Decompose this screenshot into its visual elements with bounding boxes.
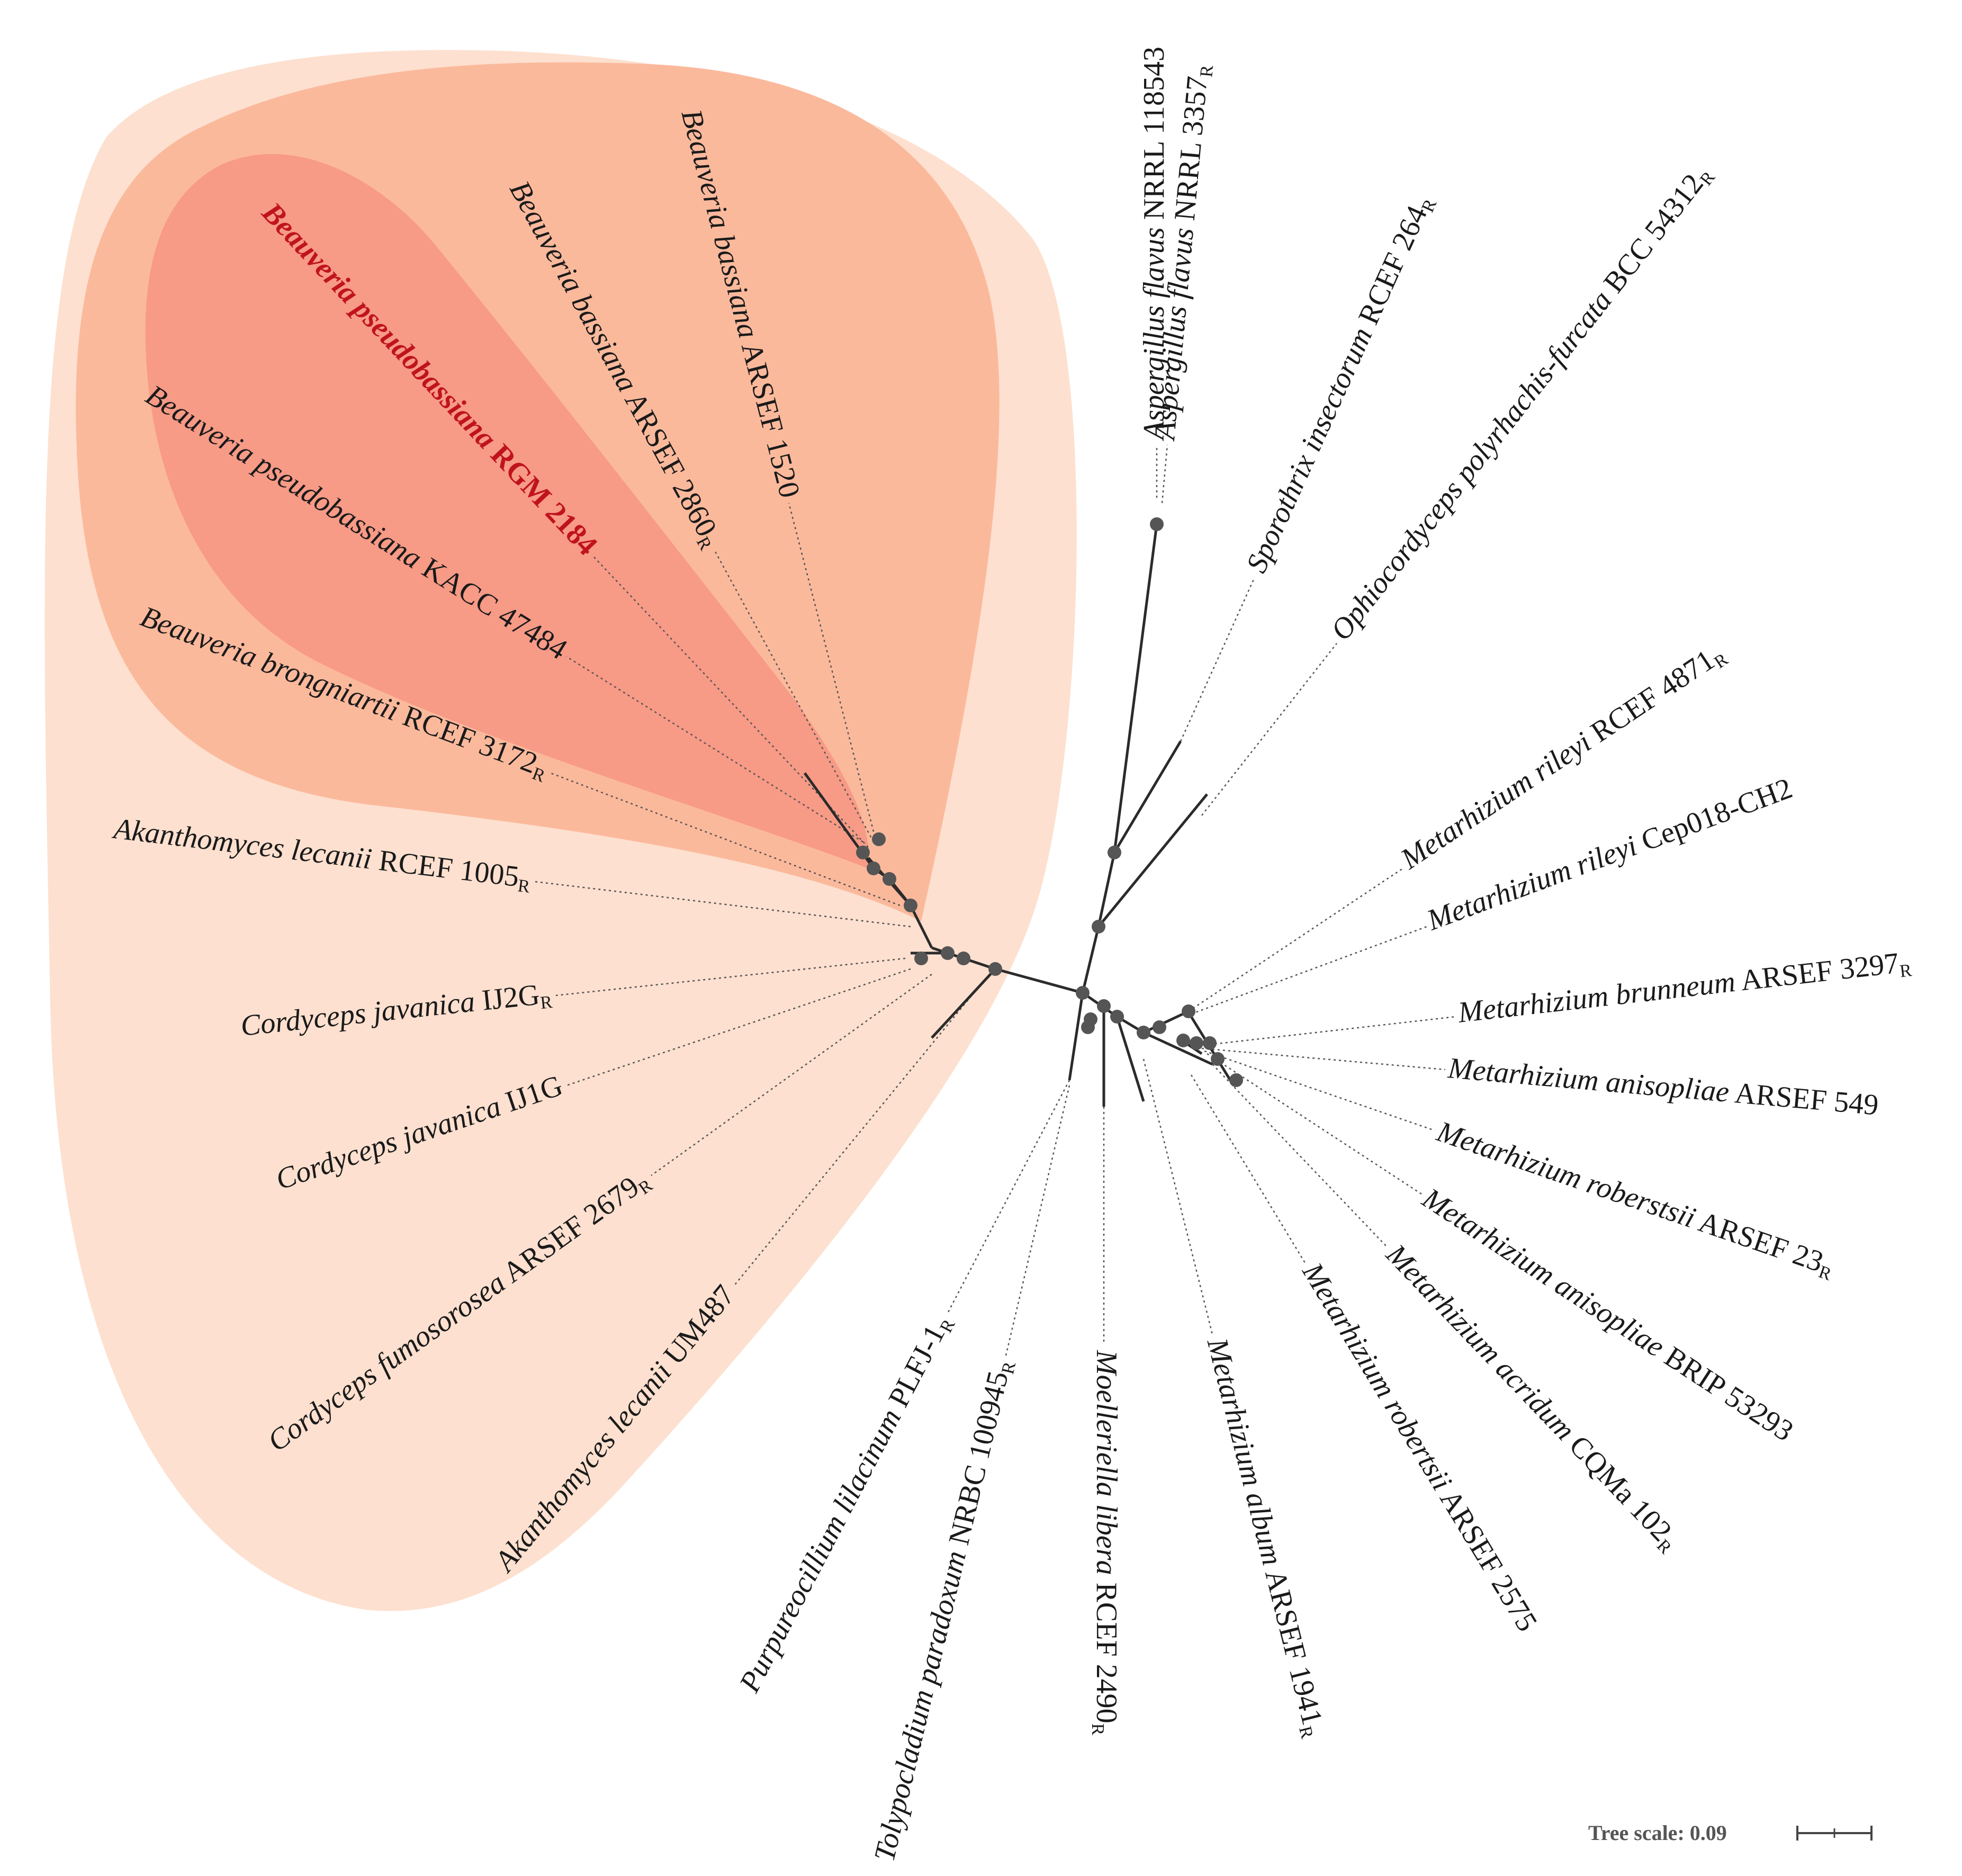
branch-9	[1097, 793, 1208, 928]
leaf-label-mal-1941: Metarhizium album ARSEF 1941R	[1199, 1334, 1332, 1740]
tree-node-19	[914, 952, 928, 965]
tree-node-21	[883, 872, 896, 886]
tree-node-0	[1150, 517, 1164, 531]
branch-20	[931, 968, 996, 1039]
tree-node-15	[1182, 1004, 1195, 1018]
leaf-label-mro-2575: Metarhizium robertsii ARSEF 2575	[1295, 1256, 1544, 1637]
tree-node-7	[1137, 1026, 1150, 1039]
tree-node-16	[988, 962, 1002, 976]
branch-10	[1068, 992, 1084, 1081]
leader-bps-rgm	[592, 555, 869, 848]
tree-node-10	[1190, 1036, 1203, 1050]
tree-node-13	[1229, 1073, 1243, 1087]
leader-mro-23	[1204, 1050, 1435, 1132]
tree-scale: Tree scale: 0.09	[1588, 1821, 1873, 1845]
leader-mal-1941	[1142, 1058, 1213, 1335]
leaf-label-asp-118543: Aspergillus flavus NRRL 118543	[1138, 47, 1171, 442]
branch-12	[1115, 1016, 1145, 1102]
leader-man-549	[1201, 1047, 1446, 1071]
clade-inner-shape	[145, 154, 869, 869]
tree-node-11	[1203, 1036, 1217, 1050]
tree-node-1	[1108, 846, 1121, 859]
leader-bba-2860	[714, 550, 875, 842]
leader-asp-3357	[1161, 444, 1168, 504]
tree-node-4	[1097, 999, 1111, 1013]
leader-mro-2575	[1190, 1074, 1306, 1263]
branch-4	[1142, 1031, 1213, 1066]
leader-cja-ij2g	[555, 957, 906, 997]
tree-node-20	[904, 899, 917, 912]
leader-tol-100945	[1005, 1085, 1070, 1356]
tree-node-2	[1092, 920, 1105, 933]
leader-man-brip	[1207, 1053, 1422, 1195]
leader-mri-cep	[1191, 926, 1427, 1015]
tree-node-3	[1076, 986, 1090, 1000]
tree-node-24	[872, 832, 886, 846]
branch-8	[1113, 740, 1182, 854]
tree-node-17	[957, 952, 970, 965]
leader-mri-4871	[1188, 867, 1403, 1012]
branch-24	[1190, 1016, 1235, 1087]
tree-node-18	[941, 946, 955, 960]
branch-16	[909, 904, 933, 949]
leader-cja-ij1g	[566, 968, 911, 1087]
tree-node-14	[1081, 1020, 1095, 1034]
leader-oph-54312	[1201, 643, 1337, 816]
leader-pur-plfj	[947, 1080, 1070, 1314]
branch-7	[1113, 524, 1158, 853]
leader-mac-cqma	[1212, 1064, 1388, 1247]
tree-scale-label: Tree scale: 0.09	[1588, 1821, 1727, 1845]
leaf-label-man-549: Metarhizium anisopliae ARSEF 549	[1446, 1052, 1880, 1122]
branch-5	[1081, 926, 1100, 993]
tree-node-6	[1110, 1010, 1124, 1024]
tree-node-23	[856, 846, 870, 859]
branch-3	[1142, 1010, 1190, 1034]
leaf-label-moe-2490: Moelleriella libera RCEF 2490R	[1088, 1350, 1123, 1736]
leader-bba-1520	[788, 502, 877, 842]
leader-bbr-3172	[550, 772, 901, 906]
leader-cfu-2679	[651, 973, 932, 1177]
tree-node-8	[1153, 1020, 1166, 1034]
leader-bps-47484	[566, 656, 863, 843]
leaf-label-oph-54312: Ophiocordyceps polyrhachis-furcata BCC 5…	[1325, 158, 1720, 648]
leaf-label-mbr-3297: Metarhizium brunneum ARSEF 3297R	[1456, 945, 1913, 1031]
tree-node-12	[1211, 1052, 1225, 1066]
branch-0	[995, 967, 1083, 994]
leader-lines	[534, 444, 1456, 1356]
leaf-label-mac-cqma: Metarhizium acridum CQMa 102R	[1378, 1237, 1687, 1558]
tree-node-9	[1176, 1034, 1190, 1047]
branch-6	[1097, 852, 1116, 927]
leader-mbr-3297	[1199, 1016, 1456, 1047]
leader-spo-264	[1180, 577, 1256, 742]
tree-node-22	[867, 861, 880, 875]
tree-nodes	[856, 517, 1243, 1087]
